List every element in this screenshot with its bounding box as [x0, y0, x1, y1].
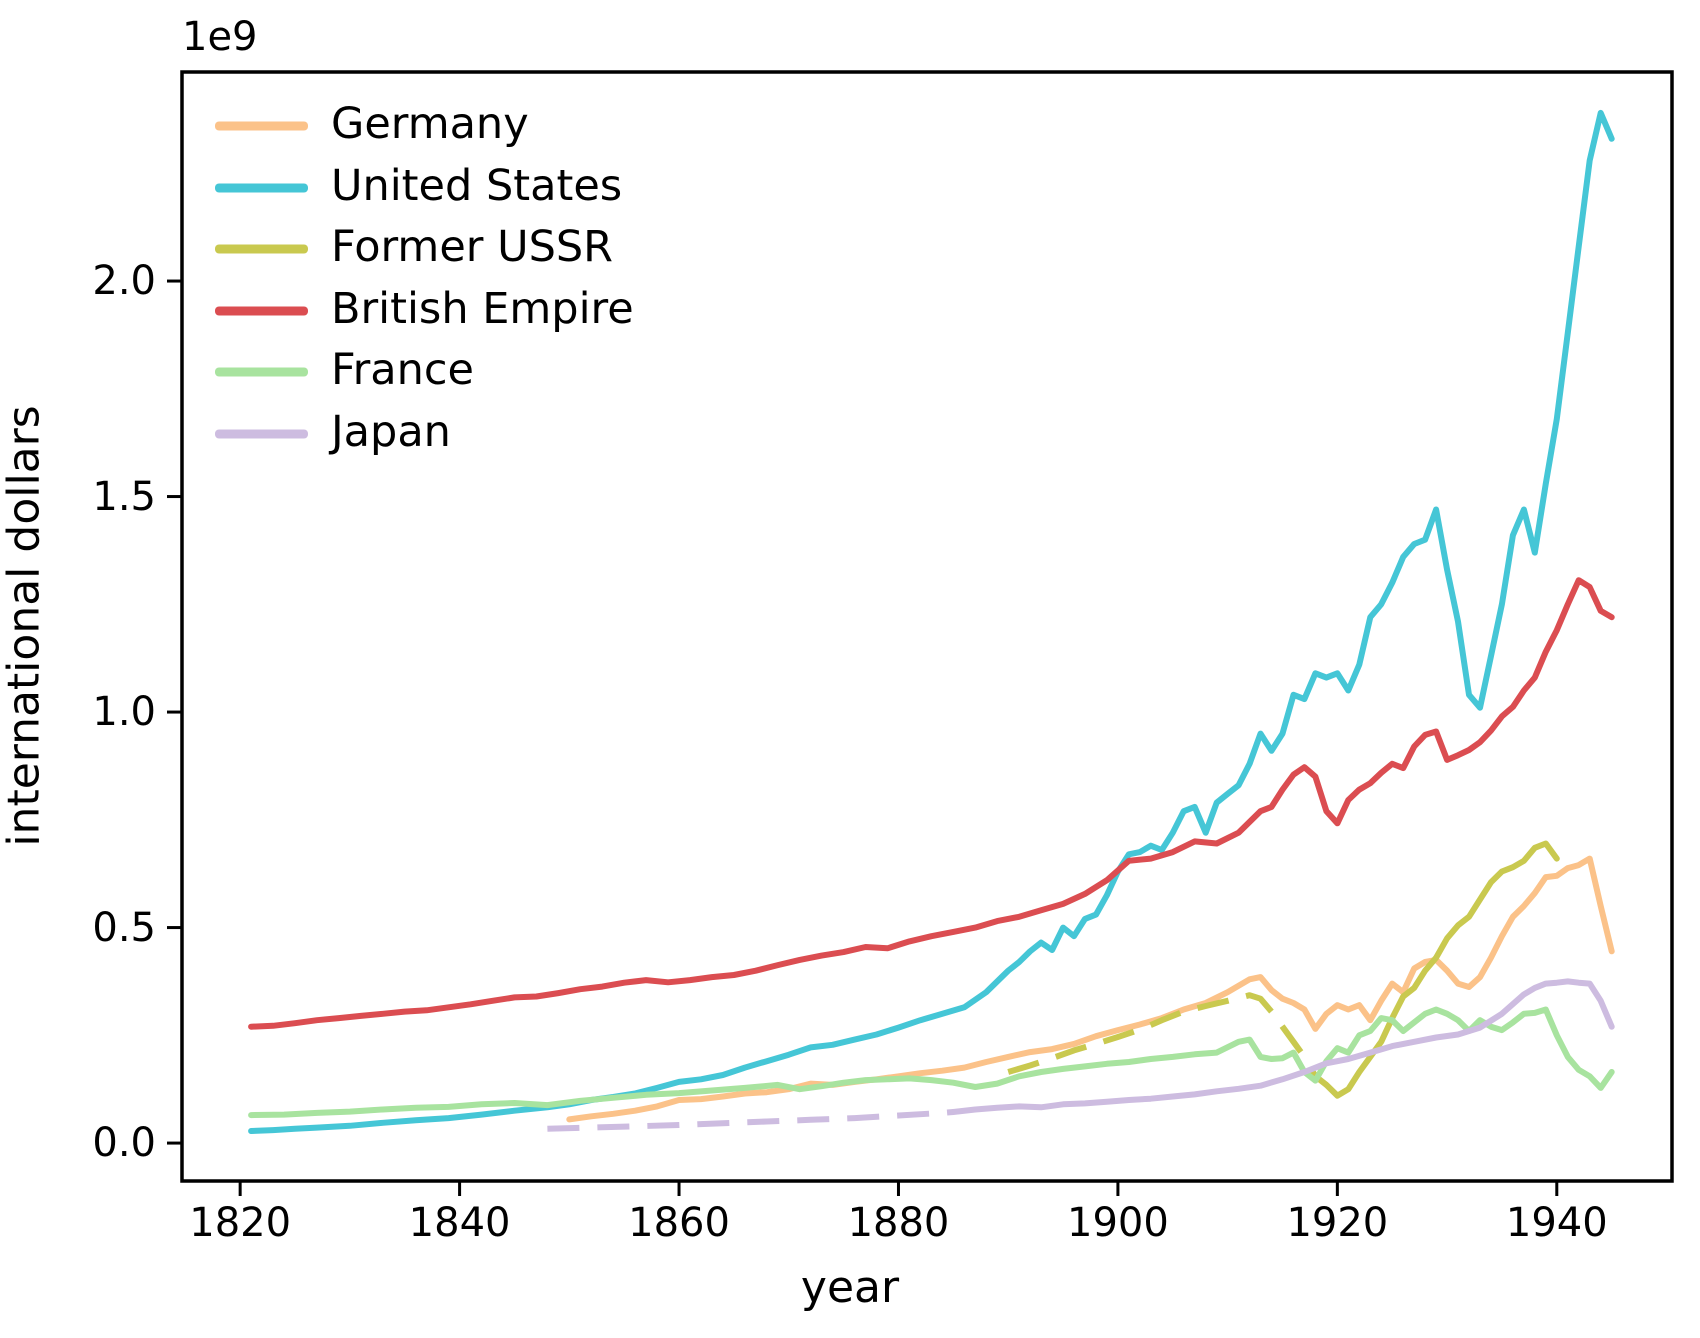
y-tick-label: 0.0 — [92, 1120, 156, 1167]
legend-label-united-states: United States — [331, 160, 623, 211]
x-tick-label: 1820 — [189, 1200, 292, 1246]
legend-swatch-united-states — [215, 183, 308, 192]
legend-swatch-germany — [215, 121, 308, 131]
series-line-former-ussr — [1323, 840, 1560, 1099]
y-axis-label: international dollars — [0, 405, 50, 847]
series-line-japan-estimated — [547, 1109, 954, 1132]
x-tick-label: 1920 — [1286, 1200, 1389, 1246]
axes-frame — [180, 70, 1674, 1183]
y-tick-label: 1.5 — [92, 473, 156, 520]
y-tick-label: 2.0 — [92, 258, 156, 305]
legend-swatch-japan — [215, 429, 308, 438]
x-tick-label: 1900 — [1067, 1200, 1169, 1246]
legend-label-germany: Germany — [331, 99, 529, 149]
series-line-france — [248, 1006, 1615, 1119]
legend-label-british-empire: British Empire — [331, 283, 634, 334]
legend-swatch-former-ussr — [215, 244, 308, 254]
x-axis-label: year — [800, 1262, 900, 1313]
legend-swatch-france — [215, 367, 308, 377]
y-axis-offset-text: 1e9 — [182, 14, 258, 60]
series-line-united-states — [248, 109, 1615, 1134]
series-line-british-empire — [248, 577, 1615, 1030]
series-line-former-ussr-estimated — [1007, 992, 1329, 1088]
series-line-japan — [950, 978, 1615, 1115]
x-tick-label: 1940 — [1505, 1200, 1608, 1246]
x-tick-label: 1860 — [628, 1200, 730, 1246]
x-tick-label: 1840 — [408, 1200, 511, 1246]
y-tick-label: 1.0 — [92, 689, 156, 736]
series-line-germany — [566, 855, 1615, 1123]
legend-label-france: France — [331, 345, 474, 395]
legend-swatch-british-empire — [215, 306, 308, 315]
y-tick-label: 0.5 — [92, 904, 156, 951]
legend-label-former-ussr: Former USSR — [331, 222, 614, 272]
x-tick-label: 1880 — [847, 1200, 950, 1246]
legend-label-japan: Japan — [331, 406, 451, 457]
